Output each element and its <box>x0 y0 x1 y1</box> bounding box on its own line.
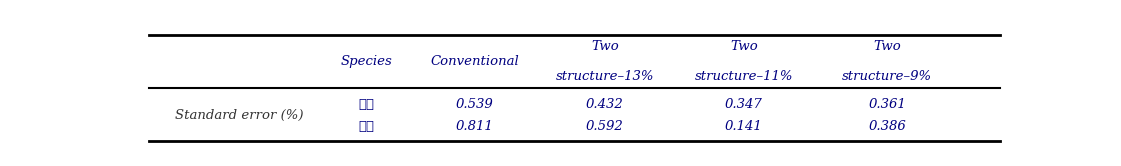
Text: 0.347: 0.347 <box>725 98 762 111</box>
Text: 0.432: 0.432 <box>586 98 623 111</box>
Text: Two: Two <box>873 40 901 53</box>
Text: structure–13%: structure–13% <box>556 70 655 83</box>
Text: 0.386: 0.386 <box>869 120 906 133</box>
Text: 0.539: 0.539 <box>456 98 493 111</box>
Text: Two: Two <box>591 40 619 53</box>
Text: 해품: 해품 <box>358 120 374 133</box>
Text: structure–9%: structure–9% <box>842 70 933 83</box>
Text: 0.141: 0.141 <box>725 120 762 133</box>
Text: 대원: 대원 <box>358 98 374 111</box>
Text: structure–11%: structure–11% <box>695 70 794 83</box>
Text: Two: Two <box>730 40 758 53</box>
Text: Species: Species <box>340 55 392 68</box>
Text: Standard error (%): Standard error (%) <box>175 109 304 122</box>
Text: 0.592: 0.592 <box>586 120 623 133</box>
Text: 0.811: 0.811 <box>456 120 493 133</box>
Text: 0.361: 0.361 <box>869 98 906 111</box>
Text: Conventional: Conventional <box>430 55 519 68</box>
